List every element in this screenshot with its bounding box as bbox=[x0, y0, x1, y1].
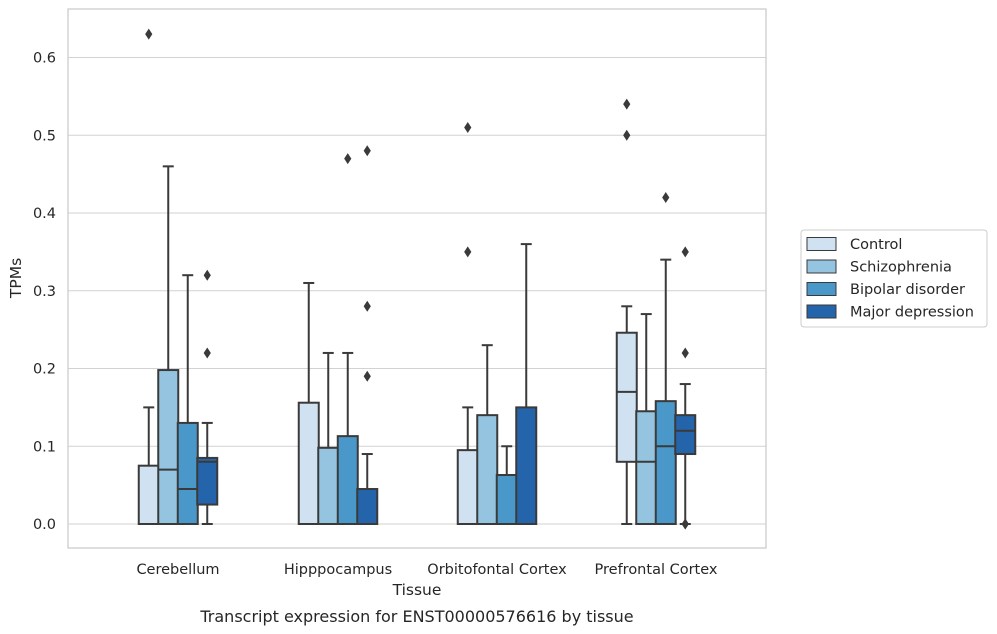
y-tick-label: 0.6 bbox=[33, 51, 56, 67]
outlier-point bbox=[681, 246, 689, 258]
outlier-point bbox=[203, 269, 211, 281]
y-tick-label: 0.2 bbox=[33, 362, 56, 378]
outlier-point bbox=[623, 129, 631, 141]
box-schizophrenia bbox=[157, 165, 180, 525]
x-tick-label: Orbitofontal Cortex bbox=[427, 562, 567, 578]
box-body bbox=[176, 421, 199, 525]
box-schizophrenia bbox=[635, 313, 658, 526]
y-tick-labels: 0.0 0.1 0.2 0.3 0.4 0.5 0.6 bbox=[33, 51, 56, 534]
y-tick-label: 0.0 bbox=[33, 517, 56, 533]
box-major-depression bbox=[674, 246, 697, 530]
box-major-depression bbox=[196, 269, 219, 525]
legend-label: Control bbox=[850, 237, 902, 253]
box-body bbox=[157, 369, 180, 525]
legend: Control Schizophrenia Bipolar disorder Majo… bbox=[800, 229, 988, 328]
box-body bbox=[515, 406, 538, 525]
x-axis-label: Tissue bbox=[392, 581, 442, 599]
x-tick-label: Cerebellum bbox=[136, 562, 219, 578]
legend-label: Major depression bbox=[850, 305, 974, 321]
box-bipolar-disorder bbox=[336, 153, 359, 525]
outlier-point bbox=[363, 145, 371, 157]
legend-swatch bbox=[806, 304, 837, 319]
outlier-point bbox=[145, 28, 153, 40]
box-major-depression bbox=[356, 145, 379, 526]
box-body bbox=[456, 449, 479, 526]
x-tick-label: Prefrontal Cortex bbox=[595, 562, 718, 578]
legend-label: Bipolar disorder bbox=[850, 282, 965, 298]
box-series-layer bbox=[137, 28, 697, 530]
outlier-point bbox=[344, 153, 352, 165]
box-body bbox=[476, 414, 499, 525]
outlier-point bbox=[363, 370, 371, 382]
box-control bbox=[615, 98, 638, 525]
outlier-point bbox=[464, 121, 472, 133]
legend-swatch bbox=[806, 237, 837, 251]
box-bipolar-disorder bbox=[654, 191, 677, 525]
box-body bbox=[674, 414, 697, 456]
box-body bbox=[495, 474, 518, 525]
y-axis-label: TPMs bbox=[7, 258, 25, 299]
outlier-point bbox=[681, 347, 689, 359]
box-body bbox=[336, 435, 359, 525]
box-body bbox=[297, 401, 320, 525]
box-body bbox=[317, 446, 340, 525]
outlier-point bbox=[203, 347, 211, 359]
outlier-point bbox=[623, 98, 631, 110]
box-body bbox=[196, 456, 219, 506]
box-body bbox=[654, 400, 677, 525]
plot-frame bbox=[67, 8, 767, 549]
legend-label: Schizophrenia bbox=[850, 260, 952, 276]
box-body bbox=[356, 488, 379, 526]
box-schizophrenia bbox=[476, 344, 499, 525]
y-tick-label: 0.5 bbox=[33, 128, 56, 144]
chart-caption: Transcript expression for ENST0000057661… bbox=[199, 607, 633, 626]
legend-swatch bbox=[806, 259, 837, 274]
outlier-point bbox=[464, 246, 472, 258]
y-tick-label: 0.3 bbox=[33, 284, 56, 300]
box-bipolar-disorder bbox=[495, 445, 518, 525]
box-body bbox=[635, 410, 658, 526]
outlier-point bbox=[662, 191, 670, 203]
box-major-depression bbox=[515, 243, 538, 525]
box-control bbox=[137, 28, 160, 525]
y-tick-label: 0.1 bbox=[33, 439, 56, 455]
box-body bbox=[137, 464, 160, 525]
box-control bbox=[456, 121, 479, 526]
outlier-point bbox=[681, 518, 689, 530]
legend-swatch bbox=[806, 282, 837, 296]
x-tick-label: Hipppocampus bbox=[284, 562, 392, 578]
x-tick-labels: Cerebellum Hipppocampus Orbitofontal Corte… bbox=[136, 562, 717, 578]
outlier-point bbox=[363, 300, 371, 312]
legend-frame bbox=[800, 229, 988, 328]
box-body bbox=[615, 331, 638, 463]
y-tick-label: 0.4 bbox=[33, 206, 56, 222]
